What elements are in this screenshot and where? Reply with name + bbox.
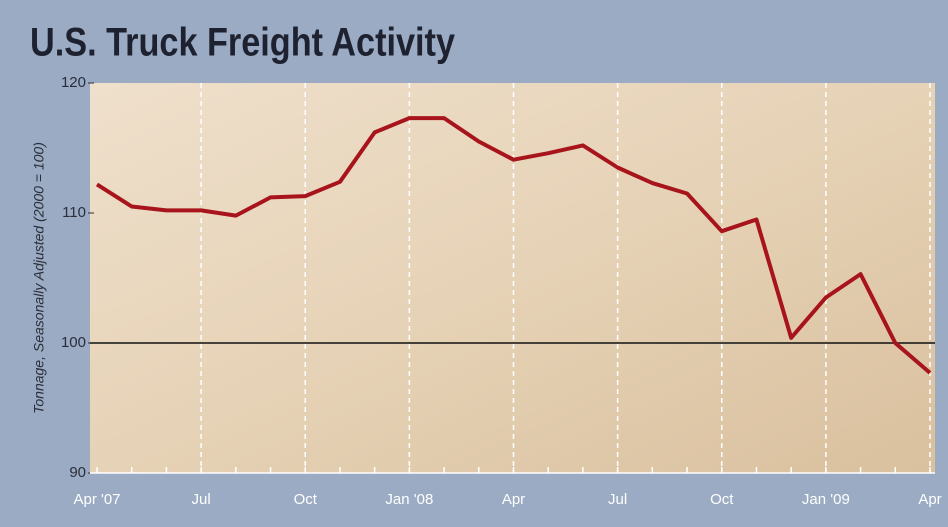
x-tick-label: Oct xyxy=(294,491,318,508)
x-tick-label: Oct xyxy=(710,491,734,508)
chart-title: U.S. Truck Freight Activity xyxy=(30,21,456,65)
y-tick-label: 90 xyxy=(69,464,86,481)
chart: U.S. Truck Freight Activity Tonnage, Sea… xyxy=(0,0,948,527)
y-tick-label: 110 xyxy=(62,204,86,221)
x-tick-label: Jul xyxy=(192,491,211,508)
x-tick-label: Jan '08 xyxy=(385,491,433,508)
x-tick-label: Apr '07 xyxy=(73,491,120,508)
x-tick-label: Jan '09 xyxy=(802,491,850,508)
x-tick-label: Apr xyxy=(918,491,941,508)
x-tick-label: Apr xyxy=(502,491,525,508)
y-tick-label: 100 xyxy=(61,334,86,351)
y-tick-label: 120 xyxy=(61,74,86,91)
plot-area xyxy=(90,83,935,473)
x-tick-label: Jul xyxy=(608,491,627,508)
y-axis-label: Tonnage, Seasonally Adjusted (2000 = 100… xyxy=(31,142,47,414)
